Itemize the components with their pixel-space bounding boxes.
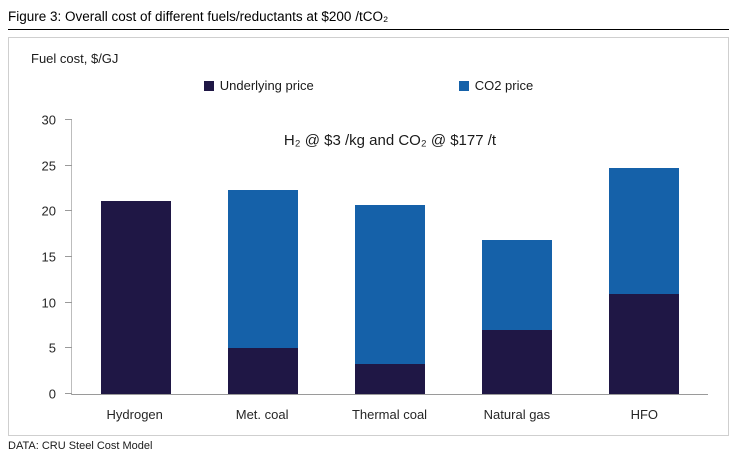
bar-segment-co2-natural-gas [482,239,553,331]
x-axis-label-hfo: HFO [630,407,659,422]
y-axis-title: Fuel cost, $/GJ [31,51,119,66]
bar-segment-underlying-natural-gas [482,330,553,394]
bar-segment-underlying-hydrogen [100,201,171,394]
y-tick-mark [65,164,72,166]
y-tick-mark [65,210,72,212]
bar-group-met-coal [199,120,326,394]
x-axis-label-hydrogen: Hydrogen [106,407,163,422]
y-tick-label: 25 [41,158,56,174]
y-tick-label: 15 [41,249,56,265]
legend-swatch-underlying [203,80,214,91]
y-tick-label: 10 [41,295,56,311]
bar-segment-co2-thermal-coal [355,204,425,364]
plot-area: H₂ @ $3 /kg and CO₂ @ $177 /t 0 5 10 15 20 25… [42,114,708,401]
bar-hfo [609,120,680,394]
y-tick-mark [65,301,72,303]
bar-thermal-coal [355,120,425,394]
x-axis-label-met-coal: Met. coal [235,407,289,422]
bar-segment-co2-met-coal [227,190,298,349]
legend-item-co2-price: CO2 price [458,78,534,93]
x-axis-label-natural-gas: Natural gas [483,407,551,422]
bar-group-hfo [581,120,708,394]
chart-container: Fuel cost, $/GJ Underlying price CO2 pri… [8,37,729,436]
y-axis: 0 5 10 15 20 25 30 [10,114,72,401]
y-tick-label: 30 [41,112,56,128]
figure-title: Figure 3: Overall cost of different fuel… [8,0,729,30]
legend-swatch-co2 [458,80,469,91]
y-tick-mark [65,347,72,349]
bar-met-coal [227,120,298,394]
bar-segment-underlying-hfo [609,293,680,394]
x-axis-labels: Hydrogen Met. coal Thermal coal Natural gas… [71,407,708,422]
legend: Underlying price CO2 price [9,78,728,93]
x-axis-label-thermal-coal: Thermal coal [351,407,428,422]
y-tick-mark [65,256,72,257]
bar-segment-underlying-met-coal [227,348,298,394]
bar-group-hydrogen [72,120,199,394]
legend-item-underlying-price: Underlying price [203,78,314,93]
y-tick-mark [65,119,72,120]
bar-segment-co2-hfo [609,167,680,294]
bar-segment-underlying-thermal-coal [355,363,425,394]
y-tick-label: 0 [48,386,56,402]
bars [72,120,708,394]
bar-group-thermal-coal [326,120,453,394]
bar-group-natural-gas [454,120,581,394]
y-tick-label: 5 [48,340,56,356]
y-tick-mark [65,393,72,394]
bar-natural-gas [482,120,553,394]
legend-label-co2: CO2 price [474,78,534,93]
source-note: DATA: CRU Steel Cost Model [8,440,153,452]
y-tick-label: 20 [41,203,56,219]
legend-label-underlying: Underlying price [219,78,314,93]
bar-hydrogen [100,120,171,394]
